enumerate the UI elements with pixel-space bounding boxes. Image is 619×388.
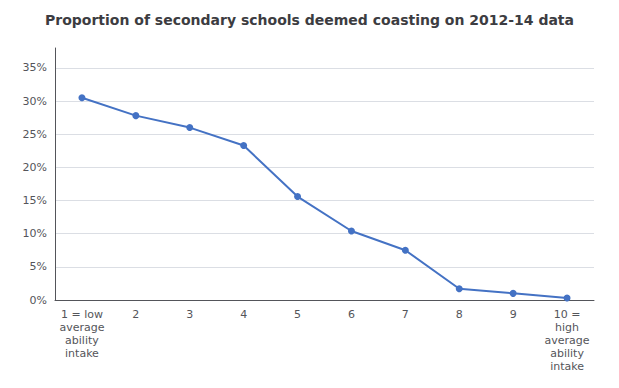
svg-text:ability: ability (65, 334, 99, 347)
svg-text:15%: 15% (23, 194, 47, 207)
svg-text:3: 3 (186, 308, 193, 321)
svg-text:5%: 5% (30, 260, 47, 273)
svg-text:20%: 20% (23, 161, 47, 174)
svg-text:2: 2 (132, 308, 139, 321)
svg-text:0%: 0% (30, 294, 47, 307)
svg-text:average: average (59, 321, 104, 334)
svg-text:high: high (555, 321, 579, 334)
svg-text:intake: intake (65, 347, 99, 360)
svg-text:5: 5 (294, 308, 301, 321)
svg-text:4: 4 (240, 308, 247, 321)
svg-text:35%: 35% (23, 61, 47, 74)
svg-text:Proportion of secondary school: Proportion of secondary schools deemed c… (45, 12, 574, 28)
svg-text:average: average (545, 334, 590, 347)
svg-text:9: 9 (510, 308, 517, 321)
svg-text:25%: 25% (23, 128, 47, 141)
svg-text:1 = low: 1 = low (61, 308, 103, 321)
svg-text:10 =: 10 = (554, 308, 581, 321)
svg-text:8: 8 (456, 308, 463, 321)
svg-text:7: 7 (402, 308, 409, 321)
svg-text:6: 6 (348, 308, 355, 321)
svg-text:ability: ability (550, 347, 584, 360)
svg-text:intake: intake (550, 360, 584, 373)
svg-text:30%: 30% (23, 95, 47, 108)
svg-text:10%: 10% (23, 227, 47, 240)
